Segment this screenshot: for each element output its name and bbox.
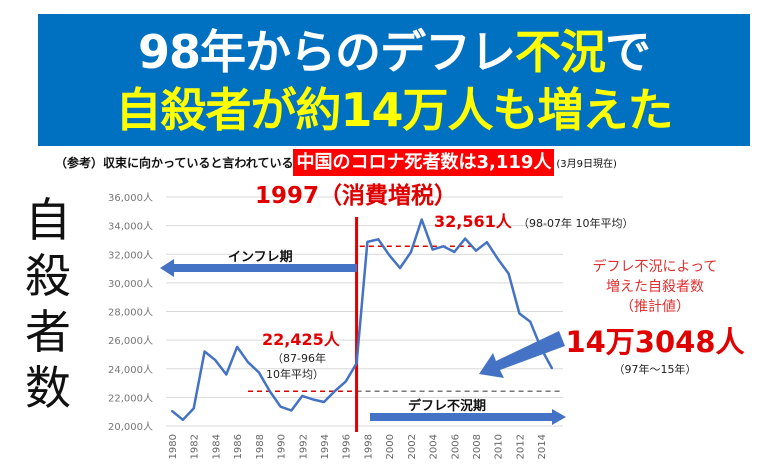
x-tick-label: 2000 [385,434,396,459]
y-tick-label: 20,000人 [108,421,153,433]
x-tick-label: 2014 [537,434,548,459]
data-point [442,245,445,248]
title-highlight: 不況 [515,25,606,79]
deflation-period-label: デフレ不況期 [408,398,486,414]
data-point [333,390,336,393]
data-point [399,266,401,269]
x-tick-label: 1994 [320,434,331,459]
data-point [236,345,239,348]
title-line-2: 自殺者が約14万人も増えた [115,83,673,137]
data-point [529,320,532,323]
avg-before-note: （87-96年 [272,351,326,365]
data-point [257,371,260,374]
data-point [301,394,304,397]
data-point [290,409,293,412]
y-tick-label: 24,000人 [108,364,153,376]
data-point [181,418,184,421]
y-tick-label: 34,000人 [108,221,153,233]
y-tick-label: 26,000人 [108,335,153,347]
x-tick-label: 1992 [298,434,309,459]
data-point [203,350,206,353]
subtitle: （参考）収束に向かっていると言われている 中国のコロナ死者数は3,119人 (3… [55,149,617,176]
x-tick-label: 1998 [363,434,374,459]
data-point [420,218,423,221]
data-point [377,238,380,241]
vertical-char: 自 [25,193,71,247]
estimate-pointer-arrow [479,331,565,378]
x-tick-label: 1996 [342,434,353,459]
y-tick-label: 30,000人 [108,278,153,290]
y-axis-vertical-label: 自 殺 者 数 [18,192,78,416]
data-point [453,251,456,254]
vertical-char: 者 [25,305,71,359]
series-line [171,218,554,422]
data-point [225,373,228,376]
x-tick-label: 1986 [233,434,244,459]
estimate-text: （推計値） [620,299,690,315]
subtitle-prefix: （参考）収束に向かっていると言われている [55,156,294,170]
title-text: 98年からのデフレ [137,25,516,79]
data-point [366,240,369,243]
vertical-char: 数 [25,361,71,415]
y-tick-label: 22,000人 [108,392,153,404]
title-text: で [605,25,651,79]
x-tick-label: 1982 [190,434,201,459]
deflation-arrow [370,409,566,425]
x-tick-label: 2008 [472,434,483,459]
x-tick-label: 1980 [168,434,179,459]
avg-after-note: （98-07年 10年平均） [518,216,633,230]
data-point [192,407,195,410]
inflation-arrow [160,259,357,277]
data-point [388,253,391,256]
y-tick-label: 36,000人 [108,192,153,204]
x-tick-label: 1990 [277,434,288,459]
data-point [518,312,521,315]
title-banner: 98年からのデフレ不況で 自殺者が約14万人も増えた [38,14,750,146]
data-point [507,272,510,275]
avg-before-label: 22,425人 [262,330,341,349]
estimate-text: デフレ不況によって [593,258,718,275]
avg-before-note: 10年平均） [266,367,324,381]
data-point [355,362,358,365]
data-point [409,251,412,254]
data-point [171,410,173,413]
data-point [312,398,315,401]
x-tick-label: 1988 [255,434,266,459]
subtitle-date: (3月9日現在) [556,159,617,170]
data-point [268,390,271,393]
data-point [464,237,467,240]
estimate-range: （97年～15年） [614,362,697,376]
data-point [431,248,434,251]
avg-after-label: 32,561人 [434,212,513,231]
x-tick-label: 1984 [211,434,222,459]
x-tick-label: 2012 [515,434,526,459]
subtitle-highlight: 中国のコロナ死者数は3,119人 [293,149,555,176]
data-point [485,241,488,244]
data-point [475,249,477,252]
y-tick-label: 28,000人 [108,307,153,319]
data-point [214,359,217,362]
data-point [247,361,249,364]
x-tick-label: 2002 [407,434,418,459]
x-tick-label: 2010 [494,434,505,459]
estimate-text: 増えた自殺者数 [606,279,704,295]
x-tick-label: 2004 [429,434,440,459]
vertical-char: 殺 [25,249,71,303]
y-tick-label: 32,000人 [108,249,153,261]
data-point [551,367,553,370]
estimate-value: 14万3048人 [565,325,744,359]
data-point [344,380,347,383]
x-tick-label: 2006 [450,434,461,459]
title-line-1: 98年からのデフレ不況で [38,24,750,80]
tax-year-label: 1997（消費増税） [255,182,457,209]
data-point [496,257,499,260]
inflation-period-label: インフレ期 [228,250,293,265]
data-point [323,400,325,403]
data-point [279,405,282,408]
